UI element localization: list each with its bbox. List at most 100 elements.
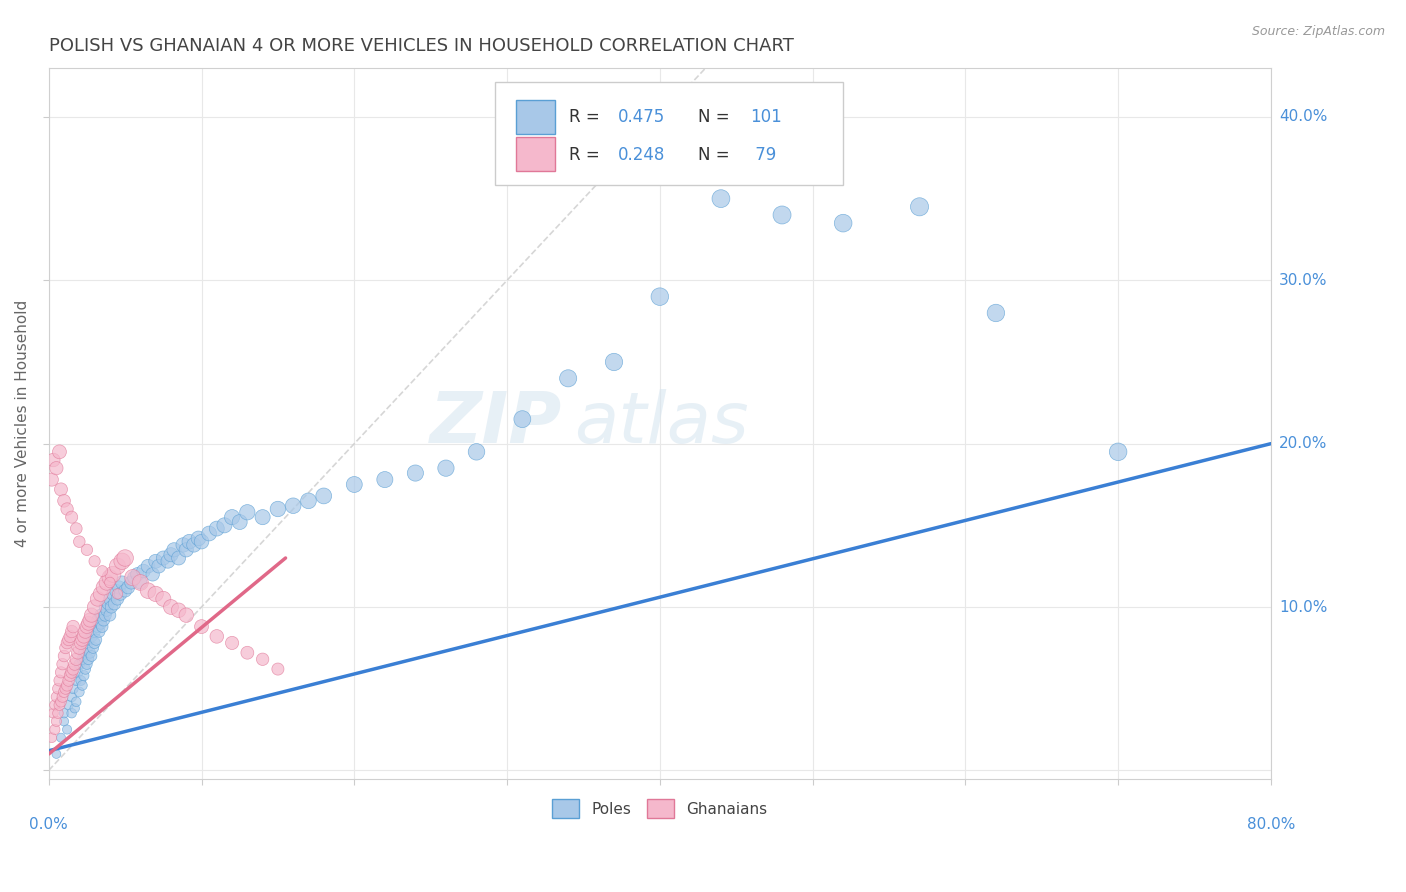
Point — [55, 681, 77, 696]
Point — [83, 554, 105, 568]
Point — [190, 619, 212, 633]
Point — [98, 571, 121, 585]
Text: Source: ZipAtlas.com: Source: ZipAtlas.com — [1251, 25, 1385, 38]
Point — [80, 629, 103, 643]
Point — [283, 499, 305, 513]
Point — [236, 505, 259, 519]
Point — [53, 648, 76, 663]
Point — [114, 583, 136, 598]
Point — [46, 681, 69, 696]
Point — [107, 587, 129, 601]
Point — [832, 216, 855, 230]
Text: R =: R = — [569, 108, 606, 126]
Point — [101, 567, 124, 582]
Point — [127, 567, 149, 582]
Point — [45, 690, 67, 704]
Point — [45, 747, 67, 761]
Legend: Poles, Ghanaians: Poles, Ghanaians — [546, 793, 773, 824]
Point — [65, 652, 87, 666]
Text: 30.0%: 30.0% — [1279, 273, 1327, 288]
Point — [67, 685, 90, 699]
Point — [76, 640, 98, 655]
Point — [90, 608, 112, 623]
Point — [142, 567, 165, 582]
Point — [65, 695, 87, 709]
Point — [51, 690, 73, 704]
Text: 0.475: 0.475 — [619, 108, 665, 126]
FancyBboxPatch shape — [495, 82, 844, 186]
Point — [174, 542, 197, 557]
Point — [77, 616, 100, 631]
Point — [512, 412, 534, 426]
FancyBboxPatch shape — [516, 100, 555, 134]
Point — [62, 662, 84, 676]
Point — [103, 597, 125, 611]
Point — [90, 587, 112, 601]
Point — [49, 483, 72, 497]
Point — [90, 616, 112, 631]
Point — [404, 466, 426, 480]
Point — [75, 624, 97, 639]
Point — [343, 477, 366, 491]
Point — [45, 461, 67, 475]
Point — [129, 575, 152, 590]
Point — [187, 532, 209, 546]
Point — [66, 646, 89, 660]
Point — [129, 575, 152, 590]
Point — [205, 522, 228, 536]
Point — [46, 706, 69, 721]
Point — [174, 608, 197, 623]
Point — [434, 461, 457, 475]
Text: N =: N = — [697, 145, 734, 163]
Point — [86, 613, 108, 627]
Point — [179, 534, 201, 549]
Point — [984, 306, 1007, 320]
Point — [65, 673, 87, 688]
Point — [62, 619, 84, 633]
Point — [69, 673, 91, 688]
Point — [72, 652, 94, 666]
Point — [77, 652, 100, 666]
Point — [93, 581, 115, 595]
Point — [63, 657, 86, 672]
Point — [252, 652, 274, 666]
Point — [76, 657, 98, 672]
Point — [121, 571, 143, 585]
Point — [267, 662, 290, 676]
Text: 40.0%: 40.0% — [1279, 110, 1327, 125]
Point — [91, 619, 114, 633]
Point — [69, 636, 91, 650]
Point — [56, 502, 79, 516]
Point — [83, 624, 105, 639]
Point — [63, 701, 86, 715]
Point — [93, 613, 115, 627]
Point — [73, 668, 96, 682]
Point — [770, 208, 793, 222]
Point — [214, 518, 236, 533]
Point — [374, 473, 396, 487]
Point — [167, 551, 190, 566]
Point — [48, 698, 70, 712]
Point — [98, 608, 121, 623]
Point — [267, 502, 290, 516]
Point — [41, 731, 63, 745]
Point — [76, 542, 98, 557]
Point — [60, 510, 83, 524]
Point — [908, 200, 931, 214]
Point — [56, 678, 79, 692]
Point — [221, 510, 243, 524]
Point — [124, 571, 146, 585]
Point — [79, 646, 101, 660]
Point — [49, 695, 72, 709]
Point — [136, 559, 159, 574]
Point — [86, 591, 108, 606]
Point — [72, 678, 94, 692]
Point — [648, 290, 671, 304]
Point — [101, 587, 124, 601]
Point — [96, 575, 118, 590]
Point — [114, 551, 136, 566]
Point — [41, 473, 63, 487]
Point — [465, 445, 488, 459]
Text: 0.248: 0.248 — [619, 145, 665, 163]
Point — [48, 445, 70, 459]
